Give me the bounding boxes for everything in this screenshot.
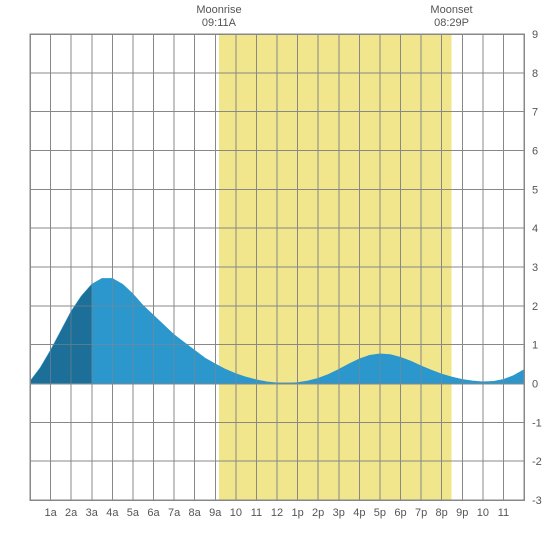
moonrise-time: 09:11A — [189, 17, 249, 30]
x-tick-label: 7a — [168, 507, 181, 519]
x-tick-label: 8a — [189, 507, 202, 519]
x-tick-label: 12 — [271, 507, 283, 519]
moonset-label: Moonset 08:29P — [422, 4, 482, 30]
x-tick-label: 5a — [127, 507, 140, 519]
x-tick-label: 4a — [106, 507, 119, 519]
x-tick-label: 3a — [86, 507, 99, 519]
x-tick-label: 3p — [333, 507, 345, 519]
x-tick-label: 5p — [374, 507, 386, 519]
y-tick-label: 7 — [532, 107, 538, 119]
y-tick-label: -3 — [532, 495, 542, 507]
y-tick-label: 4 — [532, 223, 538, 235]
y-tick-label: 6 — [532, 146, 538, 158]
x-tick-label: 1a — [44, 507, 57, 519]
x-tick-label: 4p — [353, 507, 365, 519]
y-tick-label: -2 — [532, 456, 542, 468]
x-tick-label: 11 — [498, 507, 509, 519]
x-tick-label: 1p — [291, 507, 303, 519]
moonset-time: 08:29P — [422, 17, 482, 30]
chart-svg: 1a2a3a4a5a6a7a8a9a1011121p2p3p4p5p6p7p8p… — [0, 0, 550, 550]
moonset-title: Moonset — [422, 4, 482, 17]
y-tick-label: 2 — [532, 301, 538, 313]
moonrise-label: Moonrise 09:11A — [189, 4, 249, 30]
y-tick-label: 5 — [532, 184, 538, 196]
x-tick-label: 11 — [251, 507, 262, 519]
y-tick-label: -1 — [532, 417, 542, 429]
y-tick-label: 8 — [532, 68, 538, 80]
y-tick-label: 3 — [532, 262, 538, 274]
x-tick-label: 8p — [436, 507, 448, 519]
x-tick-label: 6p — [394, 507, 406, 519]
y-tick-label: 9 — [532, 29, 538, 41]
x-tick-label: 10 — [477, 507, 489, 519]
y-tick-label: 1 — [532, 340, 538, 352]
x-tick-label: 9p — [456, 507, 468, 519]
tide-chart: Moonrise 09:11A Moonset 08:29P 1a 2a 3a 4a 5… — [0, 0, 550, 550]
y-tick-label: 0 — [532, 379, 538, 391]
x-tick-label: 9a — [209, 507, 222, 519]
x-tick-label: 10 — [230, 507, 242, 519]
moonrise-title: Moonrise — [189, 4, 249, 17]
x-tick-label: 2a — [65, 507, 78, 519]
x-tick-label: 2p — [312, 507, 324, 519]
x-tick-label: 7p — [415, 507, 427, 519]
x-tick-label: 6a — [147, 507, 160, 519]
